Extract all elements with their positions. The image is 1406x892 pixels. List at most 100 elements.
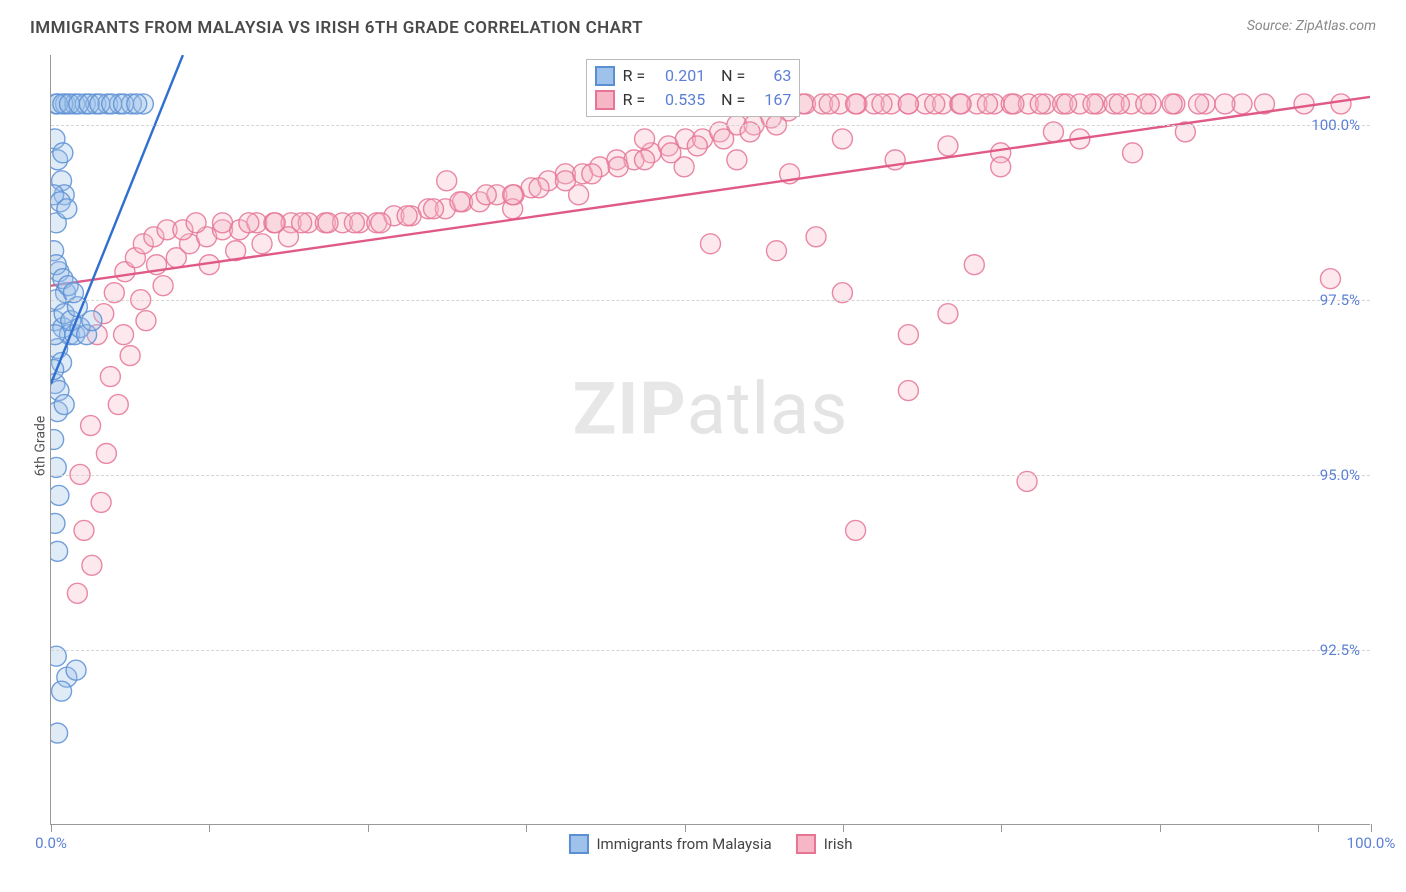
data-point <box>114 325 134 345</box>
y-tick-label: 95.0% <box>1320 466 1360 484</box>
data-point <box>938 304 958 324</box>
data-point <box>938 136 958 156</box>
data-point <box>344 213 364 233</box>
chart-header: IMMIGRANTS FROM MALAYSIA VS IRISH 6TH GR… <box>0 0 1406 46</box>
x-tick <box>368 824 369 832</box>
data-point <box>846 94 866 114</box>
data-point <box>51 541 68 561</box>
data-point <box>239 213 259 233</box>
data-point <box>898 381 918 401</box>
data-point <box>476 185 496 205</box>
data-point <box>82 311 102 331</box>
data-point <box>371 213 391 233</box>
data-point <box>727 150 747 170</box>
data-point <box>951 94 971 114</box>
legend-swatch <box>595 66 615 86</box>
x-tick <box>1160 824 1161 832</box>
legend-swatch <box>595 90 615 110</box>
x-tick <box>526 824 527 832</box>
legend-row: R = 0.201 N = 63 <box>595 64 792 88</box>
data-point <box>186 213 206 233</box>
data-point <box>52 681 72 701</box>
data-point <box>437 171 457 191</box>
data-point <box>964 255 984 275</box>
x-tick <box>51 824 52 832</box>
data-point <box>832 129 852 149</box>
chart-svg <box>51 55 1370 824</box>
data-point <box>1057 94 1077 114</box>
data-point <box>81 416 101 436</box>
data-point <box>687 136 707 156</box>
data-point <box>635 129 655 149</box>
data-point <box>582 164 602 184</box>
data-point <box>100 367 120 387</box>
data-point <box>57 199 77 219</box>
gridline-h <box>51 475 1370 476</box>
data-point <box>265 213 285 233</box>
legend-n-label: N = <box>713 88 745 112</box>
data-point <box>977 94 997 114</box>
data-point <box>661 143 681 163</box>
y-tick-label: 100.0% <box>1311 116 1360 134</box>
x-tick <box>1001 824 1002 832</box>
data-point <box>292 213 312 233</box>
data-point <box>67 583 87 603</box>
legend-item: Irish <box>796 834 853 854</box>
data-point <box>898 325 918 345</box>
data-point <box>91 492 111 512</box>
legend-r-value: 0.201 <box>653 64 705 88</box>
data-point <box>74 520 94 540</box>
x-tick <box>685 824 686 832</box>
y-tick-label: 97.5% <box>1320 291 1360 309</box>
data-point <box>819 94 839 114</box>
y-axis-label: 6th Grade <box>32 416 48 477</box>
data-point <box>503 185 523 205</box>
data-point <box>635 150 655 170</box>
legend-r-value: 0.535 <box>653 88 705 112</box>
x-tick <box>843 824 844 832</box>
data-point <box>1320 269 1340 289</box>
data-point <box>1083 94 1103 114</box>
data-point <box>608 157 628 177</box>
legend-n-label: N = <box>713 64 745 88</box>
data-point <box>54 395 74 415</box>
data-point <box>1331 94 1351 114</box>
legend-r-label: R = <box>623 64 646 88</box>
legend-label: Irish <box>824 835 853 853</box>
data-point <box>51 430 64 450</box>
data-point <box>872 94 892 114</box>
data-point <box>1109 94 1129 114</box>
data-point <box>252 234 272 254</box>
x-tick-label: 0.0% <box>35 834 67 852</box>
data-point <box>51 513 65 533</box>
gridline-h <box>51 125 1370 126</box>
legend-n-value: 167 <box>753 88 791 112</box>
data-point <box>555 171 575 191</box>
data-point <box>766 241 786 261</box>
data-point <box>450 192 470 212</box>
data-point <box>424 199 444 219</box>
data-point <box>925 94 945 114</box>
y-tick-label: 92.5% <box>1320 641 1360 659</box>
data-point <box>1123 143 1143 163</box>
data-point <box>1004 94 1024 114</box>
chart-plot-area: ZIPatlas R =0.201 N =63R =0.535 N =167 I… <box>50 55 1370 825</box>
correlation-legend: R = 0.201 N = 63R = 0.535 N = 167 <box>586 59 801 117</box>
data-point <box>701 234 721 254</box>
legend-swatch <box>568 834 588 854</box>
data-point <box>1189 94 1209 114</box>
x-tick-label: 100.0% <box>1347 834 1396 852</box>
x-tick <box>1371 824 1372 832</box>
series-legend: Immigrants from Malaysia Irish <box>568 834 852 854</box>
legend-row: R =0.535 N =167 <box>595 88 792 112</box>
data-point <box>82 555 102 575</box>
legend-n-value: 63 <box>753 64 791 88</box>
gridline-h <box>51 300 1370 301</box>
data-point <box>96 443 116 463</box>
data-point <box>127 94 147 114</box>
legend-label: Immigrants from Malaysia <box>596 835 771 853</box>
legend-item: Immigrants from Malaysia <box>568 834 771 854</box>
data-point <box>51 485 69 505</box>
data-point <box>53 143 73 163</box>
data-point <box>1294 94 1314 114</box>
